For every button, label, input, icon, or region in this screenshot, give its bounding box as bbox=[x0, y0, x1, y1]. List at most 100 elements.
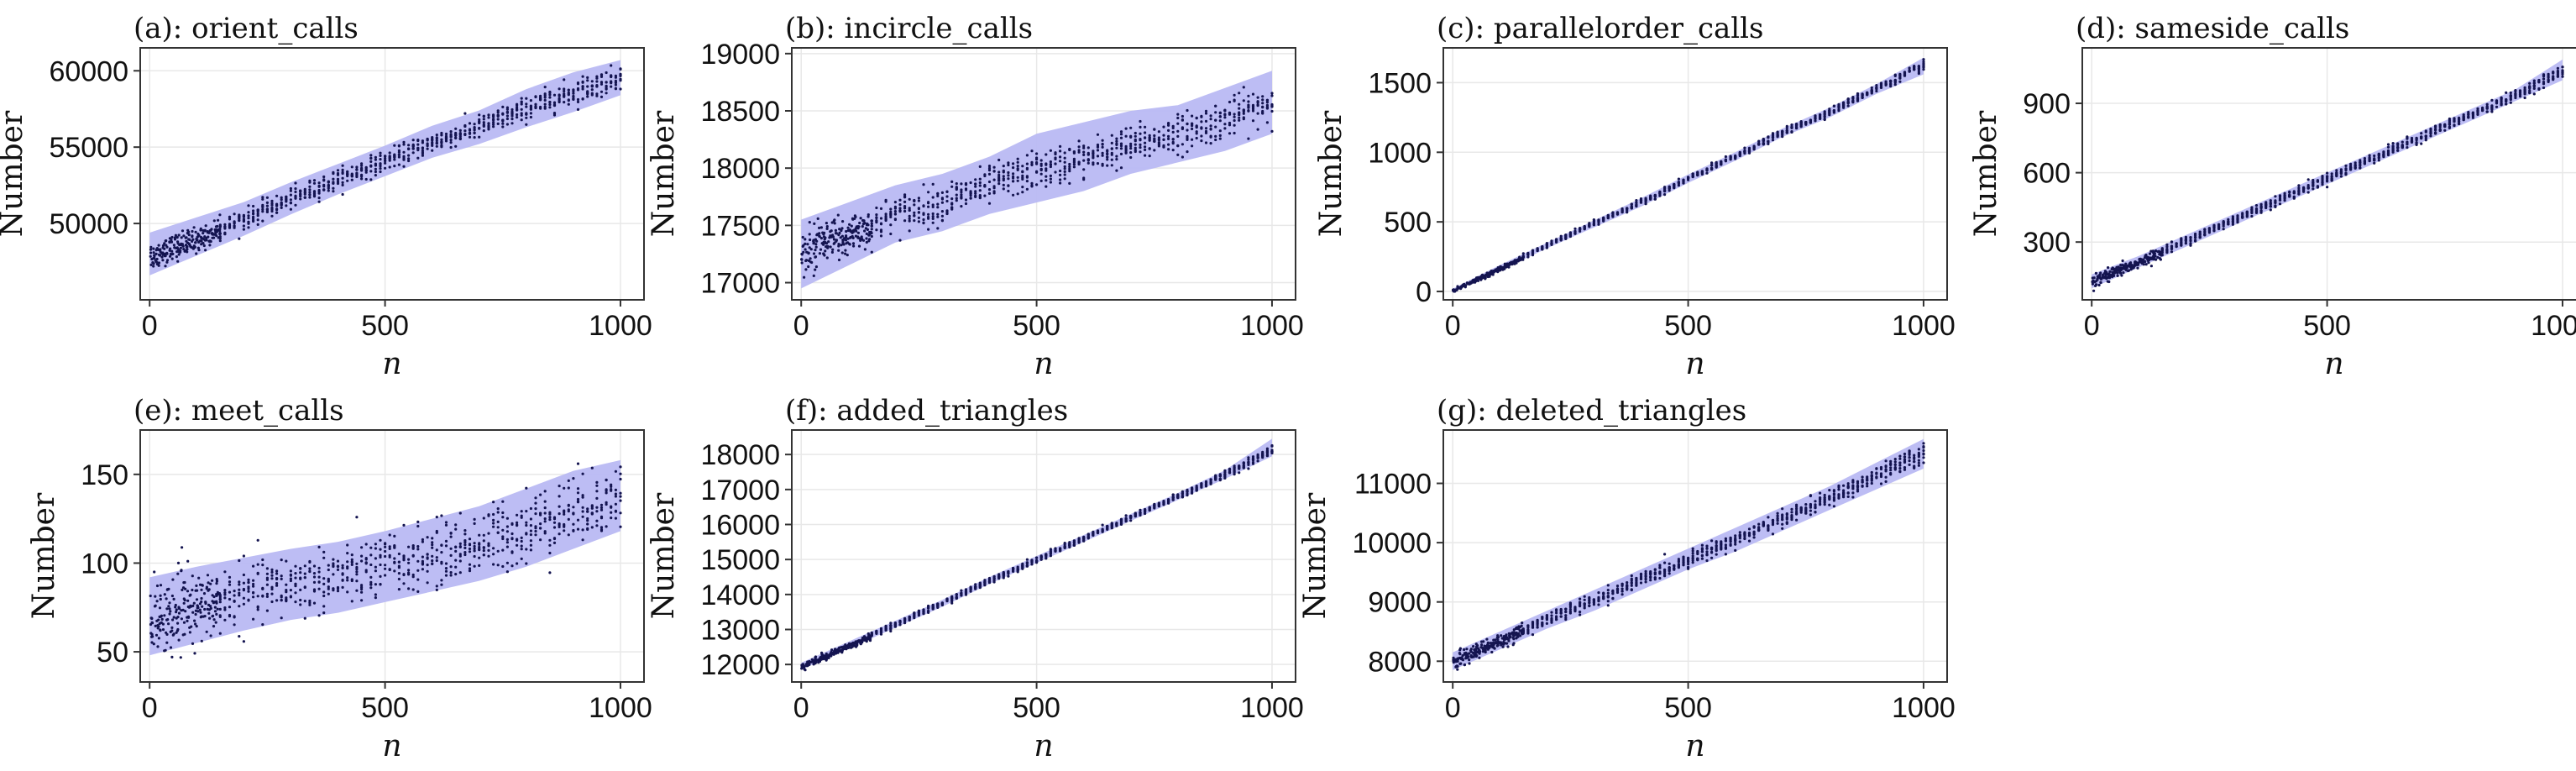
data-point bbox=[1016, 160, 1019, 164]
data-point bbox=[2283, 193, 2286, 197]
data-point bbox=[360, 599, 364, 602]
x-tick-label: 500 bbox=[361, 692, 409, 724]
data-point bbox=[478, 118, 481, 122]
data-point bbox=[1893, 83, 1897, 87]
data-point bbox=[411, 143, 415, 146]
data-point bbox=[289, 186, 292, 191]
data-point bbox=[159, 628, 162, 632]
data-point bbox=[1832, 104, 1835, 108]
data-point bbox=[2184, 237, 2187, 240]
data-point bbox=[2434, 128, 2437, 131]
data-point bbox=[857, 244, 861, 248]
data-point bbox=[303, 585, 306, 590]
data-point bbox=[1082, 159, 1086, 162]
data-point bbox=[196, 246, 200, 249]
data-point bbox=[2485, 102, 2489, 106]
data-point bbox=[856, 231, 860, 234]
data-point bbox=[2359, 164, 2362, 167]
data-point bbox=[487, 122, 490, 125]
data-point bbox=[2353, 161, 2357, 165]
data-point bbox=[807, 251, 810, 254]
data-point bbox=[289, 198, 292, 202]
data-point bbox=[379, 154, 382, 157]
data-point bbox=[1771, 139, 1775, 142]
data-point bbox=[2116, 274, 2119, 277]
data-point bbox=[1035, 152, 1039, 155]
data-point bbox=[563, 524, 566, 527]
data-point bbox=[1054, 162, 1057, 165]
data-point bbox=[955, 187, 958, 191]
data-point bbox=[270, 568, 274, 572]
data-point bbox=[1687, 178, 1690, 181]
data-point bbox=[350, 553, 353, 557]
data-point bbox=[294, 591, 297, 595]
data-point bbox=[1144, 131, 1147, 134]
data-point bbox=[416, 548, 420, 551]
data-point bbox=[149, 594, 152, 598]
data-point bbox=[167, 605, 170, 608]
data-point bbox=[238, 583, 241, 586]
data-point bbox=[496, 511, 500, 514]
data-point bbox=[194, 230, 197, 233]
data-point bbox=[238, 591, 241, 595]
data-point bbox=[1700, 172, 1704, 176]
data-point bbox=[1251, 106, 1255, 109]
data-point bbox=[529, 524, 533, 527]
data-point bbox=[183, 632, 186, 636]
data-point bbox=[2107, 276, 2112, 280]
data-point bbox=[233, 600, 236, 603]
data-point bbox=[468, 131, 472, 134]
data-point bbox=[1602, 218, 1605, 221]
y-tick-label: 1000 bbox=[1368, 137, 1432, 169]
data-point bbox=[393, 569, 396, 573]
data-point bbox=[543, 532, 547, 535]
data-point bbox=[1500, 265, 1503, 269]
data-point bbox=[341, 176, 344, 180]
data-point bbox=[501, 511, 505, 515]
data-point bbox=[1096, 144, 1100, 147]
y-axis-label: Number bbox=[1314, 110, 1348, 237]
data-point bbox=[543, 107, 547, 110]
data-point bbox=[599, 73, 604, 76]
data-point bbox=[218, 594, 222, 597]
data-point bbox=[1795, 123, 1798, 128]
data-point bbox=[1025, 180, 1029, 183]
data-point bbox=[1247, 137, 1250, 140]
data-point bbox=[350, 560, 353, 564]
data-point bbox=[426, 569, 429, 573]
data-point bbox=[2434, 125, 2437, 128]
data-point bbox=[200, 596, 203, 601]
data-point bbox=[558, 87, 561, 91]
data-point bbox=[2148, 252, 2152, 255]
data-point bbox=[825, 222, 829, 225]
data-point bbox=[1715, 164, 1718, 167]
data-point bbox=[327, 183, 330, 186]
data-point bbox=[950, 207, 954, 211]
data-point bbox=[458, 134, 462, 138]
data-point bbox=[312, 572, 317, 575]
data-point bbox=[492, 547, 495, 550]
data-point bbox=[812, 252, 816, 255]
data-point bbox=[188, 594, 191, 597]
data-point bbox=[599, 503, 604, 506]
data-point bbox=[261, 564, 264, 567]
data-point bbox=[223, 618, 227, 622]
data-point bbox=[411, 546, 415, 549]
data-point bbox=[529, 529, 533, 532]
data-point bbox=[341, 578, 344, 582]
data-point bbox=[223, 606, 227, 610]
data-point bbox=[1579, 229, 1582, 233]
data-point bbox=[2547, 76, 2550, 79]
data-point bbox=[193, 619, 196, 622]
data-point bbox=[1101, 139, 1104, 142]
data-point bbox=[218, 632, 222, 635]
data-point bbox=[846, 237, 850, 240]
data-point bbox=[1021, 191, 1024, 194]
data-point bbox=[1819, 113, 1822, 117]
data-point bbox=[175, 255, 178, 259]
data-point bbox=[2259, 211, 2263, 214]
data-point bbox=[2165, 243, 2169, 246]
data-point bbox=[908, 616, 911, 619]
data-point bbox=[1119, 142, 1123, 145]
data-point bbox=[1016, 176, 1019, 179]
